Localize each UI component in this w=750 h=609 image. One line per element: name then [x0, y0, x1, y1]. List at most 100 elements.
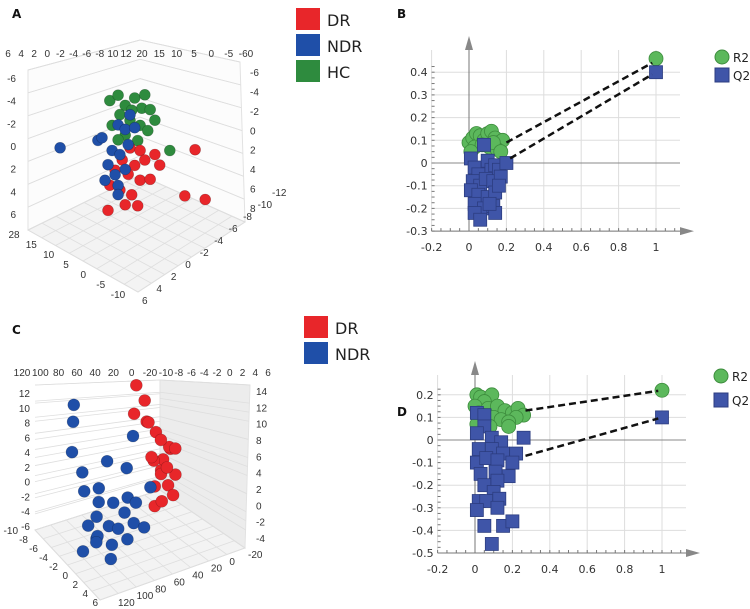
panel-label-a: A — [12, 7, 22, 21]
r2-point — [501, 419, 517, 434]
grid-line — [91, 540, 235, 592]
axis-tick-label: 6 — [142, 296, 148, 307]
legend-swatch-dr — [304, 316, 328, 338]
data-point-dr — [134, 174, 146, 186]
x-tick-label: 0.4 — [541, 563, 559, 576]
axis-tick-label: 8 — [256, 436, 262, 447]
data-point-ndr — [144, 480, 157, 494]
q2-point — [484, 537, 499, 551]
axis-tick-label: 80 — [155, 584, 167, 595]
data-point-dr — [160, 461, 174, 474]
data-point-ndr — [121, 532, 134, 546]
axis-tick-label: 4 — [18, 49, 24, 60]
grid-line — [34, 393, 161, 404]
data-point-ndr — [90, 535, 103, 549]
data-point-hc — [142, 124, 154, 137]
data-point-ndr — [111, 522, 125, 536]
legend-b: R2 Q2 — [714, 49, 750, 83]
data-point-ndr — [76, 466, 89, 479]
grid-line — [159, 404, 249, 422]
plot-b-permutation: -0.2 0 0.2 0.4 0.6 0.8 1 0.4 0.3 0.2 0.1 0 -0.1 -0.2 -… — [406, 36, 694, 254]
grid-line — [139, 136, 244, 177]
q2-point — [649, 65, 663, 80]
axis-tick-label: 0 — [209, 49, 215, 60]
axis-tick-label: 0 — [256, 501, 262, 512]
axis-tick-label: 0 — [129, 368, 135, 379]
x-tick-label: 0.2 — [498, 241, 516, 254]
axis-tick-label: 2 — [24, 463, 30, 474]
axis-tick-label: 4 — [156, 284, 162, 295]
grid-line — [34, 428, 161, 450]
grid-line — [27, 78, 141, 117]
data-point-ndr — [137, 521, 151, 534]
data-point-hc — [112, 134, 124, 146]
grid-line — [34, 440, 161, 466]
grid-line — [69, 192, 180, 254]
legend-marker-q2 — [714, 67, 730, 83]
axis-tick-label: -5 — [96, 280, 105, 291]
y-tick-label: 0.2 — [416, 389, 434, 402]
axis-tick-label: 0 — [227, 368, 233, 379]
axis-tick-label: 20 — [211, 564, 223, 575]
grid-line — [139, 174, 246, 223]
axis-tick-label: -60 — [239, 49, 254, 60]
data-point-dr — [199, 193, 211, 206]
data-point-ndr — [92, 481, 106, 495]
regression-line-r2 — [525, 389, 659, 412]
axis-tick-label: 10 — [43, 250, 55, 261]
data-point-dr — [179, 190, 191, 202]
y-tick-label: 0 — [421, 157, 428, 170]
axis-tick-label: -6 — [29, 544, 38, 555]
axis-tick-label: -4 — [7, 97, 16, 108]
axis-tick-label: 6 — [256, 452, 262, 463]
data-point-ndr — [96, 131, 108, 144]
axis-tick-label: 6 — [5, 49, 11, 60]
data-point-ndr — [105, 538, 119, 552]
data-point-dr — [138, 394, 151, 407]
plot-c-3d-scatter: 120 100 80 60 40 20 0 -20 -10 -8 -6 -4 -2 0 2 4 61210864… — [4, 368, 272, 609]
legend-label-q2: Q2 — [732, 394, 749, 408]
grid-line — [110, 209, 219, 277]
data-point-dr — [161, 478, 175, 492]
data-point-ndr — [122, 138, 134, 151]
axis-tick-label: -20 — [248, 550, 263, 561]
axis-tick-label: -12 — [272, 188, 287, 199]
grid-line — [34, 416, 161, 434]
legend-label-r2: R2 — [732, 370, 748, 384]
data-point-ndr — [90, 510, 103, 524]
grid-line — [159, 477, 246, 531]
axis-tick-label: -2 — [7, 119, 16, 130]
x-tick-label: 0 — [466, 241, 473, 254]
data-point-ndr — [67, 398, 81, 412]
axis-tick-label: -2 — [21, 492, 30, 503]
panel-label-c: C — [12, 323, 21, 337]
axis-tick-label: 0 — [24, 478, 30, 489]
grid-line — [159, 379, 251, 386]
axis-tick-label: -6 — [7, 74, 16, 85]
axis-tick-label: -8 — [95, 49, 104, 60]
axis-tick-label: 2 — [171, 272, 177, 283]
grid-line — [159, 391, 250, 404]
y-tick-label: -0.2 — [406, 202, 427, 215]
axis-tick-label: 12 — [120, 49, 132, 60]
grid-line — [96, 204, 206, 270]
data-point-ndr — [120, 461, 133, 475]
data-point-ndr — [65, 445, 79, 459]
data-point-ndr — [81, 519, 95, 532]
q2-point — [490, 500, 505, 515]
legend-swatch-hc — [296, 60, 320, 82]
legend-marker-q2 — [713, 392, 729, 408]
data-point-dr — [131, 200, 144, 212]
regression-line-q2 — [525, 417, 659, 458]
y-tick-label: 0.1 — [410, 134, 428, 147]
data-point-dr — [125, 189, 138, 201]
grid-line — [139, 39, 241, 63]
axis-tick-label: -2 — [200, 248, 209, 259]
axis-tick-label: -4 — [69, 49, 78, 60]
axis-tick-label: 4 — [250, 165, 256, 176]
legend-label-q2: Q2 — [733, 69, 750, 83]
axis-tick-label: -10 — [111, 290, 126, 301]
axis-tick-label: -6 — [229, 224, 238, 235]
legend-marker-r2 — [714, 49, 730, 65]
